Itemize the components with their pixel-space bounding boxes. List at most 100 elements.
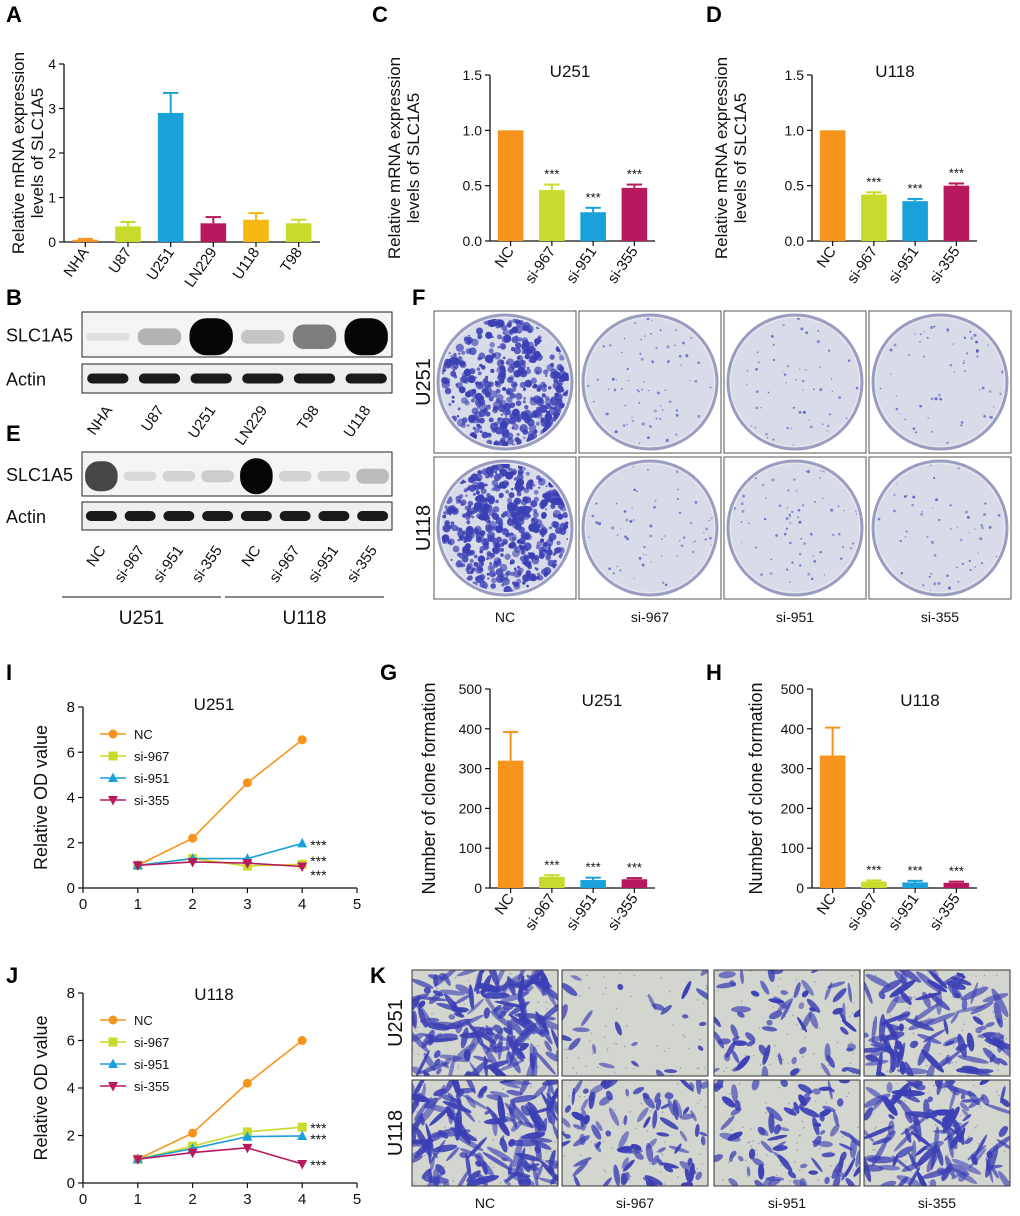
pore [604,1036,606,1038]
bar-U87 [115,226,141,242]
colony [545,399,553,407]
colony [636,490,638,492]
pore [853,1002,855,1004]
pore [579,1096,581,1098]
line-chart-i: 024680 1 2 3 4 5U251Relative OD value NCsi-967… [31,695,361,913]
group-label: U251 [119,608,164,629]
pore [590,1141,592,1143]
colony [926,536,928,538]
pore [800,1069,802,1071]
colony [711,517,713,519]
pore [788,1062,790,1064]
colony [640,339,642,341]
y-axis-label: Relative OD value [31,1015,51,1160]
colony [475,413,477,415]
colony [741,502,744,505]
colony [501,325,507,331]
colony [930,590,931,591]
colony [498,404,506,412]
colony [692,550,695,553]
legend-label: si-355 [134,793,169,808]
significance-mark: *** [866,862,881,877]
colony [976,356,978,358]
colony [524,410,532,418]
pore [780,1164,782,1166]
colony [644,335,646,337]
figure-canvas: A C D B F E I G H J K 01234Relative mRNA… [0,0,1020,1216]
bar-U251 [158,113,184,242]
y-tick-label: 4 [48,56,56,72]
colony [911,504,913,506]
colony [497,334,502,339]
colony [603,345,605,347]
x-tick-label: NC [492,890,518,918]
colony [495,319,500,324]
colony [938,394,941,397]
colony [984,503,986,505]
y-axis-label-line: levels of SLC1A5 [731,93,750,223]
colony [665,584,667,586]
colony [950,504,952,506]
colony [477,367,481,371]
colony [469,477,474,482]
colony [960,539,963,542]
blot-band-slc1a5 [293,324,336,349]
colony [487,357,493,363]
colony [616,379,617,380]
colony [531,523,536,528]
colony [464,488,468,492]
colony [522,325,528,331]
colony [608,567,611,570]
colony [504,554,510,560]
colony [964,337,966,339]
colony [502,417,510,425]
colony [530,500,537,507]
colony [661,538,663,540]
x-tick-label: 2 [188,1191,196,1208]
colony [805,369,807,371]
pore [606,1049,608,1051]
colony [516,400,522,406]
blot-lane-label: si-355 [344,543,381,586]
colony [787,507,788,508]
colony [487,474,489,476]
colony [442,515,446,519]
bar-chart-d: 0.00.51.01.5 U118Relative mRNA expression… [712,57,977,287]
colony [507,323,512,328]
colony [660,405,661,406]
y-axis-label: Number of clone formation [746,682,766,894]
pore [605,1171,607,1173]
pore [841,1136,843,1138]
colony [474,526,482,534]
pore [510,973,512,975]
colony [683,536,685,538]
pore [796,1024,798,1026]
pore [700,1100,702,1102]
y-axis-label: Relative mRNA expressionlevels of SLC1A5 [9,52,47,254]
x-tick-label: 2 [188,896,196,913]
colony [830,509,833,512]
colony [662,582,664,584]
colony [632,420,634,422]
colony [517,433,520,436]
pore [928,1017,930,1019]
colony [549,354,554,359]
plate-col-label: si-967 [631,609,669,625]
colony [626,424,628,426]
pore [872,1149,874,1151]
y-tick-label: 100 [459,840,483,856]
pore [668,1047,670,1049]
colony [477,332,479,334]
colony [481,365,486,370]
pore [760,1064,762,1066]
x-tick-label: si-967 [522,891,559,934]
colony [500,553,504,557]
colony [514,486,517,489]
pore [828,1064,830,1066]
bar-NHA [73,240,99,242]
colony [669,400,672,403]
colony [850,547,852,549]
colony [894,344,897,347]
blot-band-slc1a5 [138,328,181,345]
colony [513,362,519,368]
